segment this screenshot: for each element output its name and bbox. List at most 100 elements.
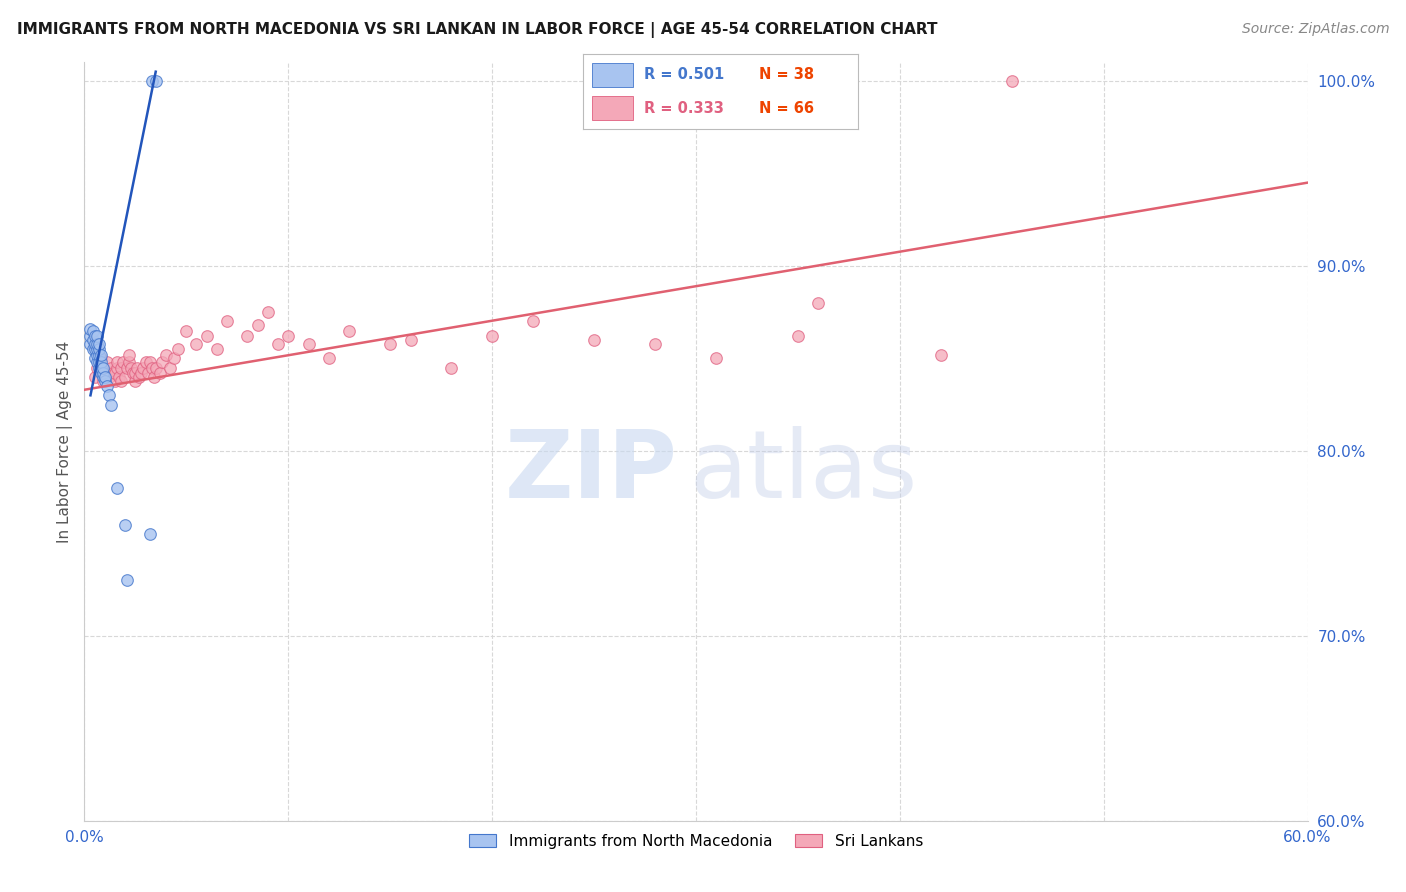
Text: Source: ZipAtlas.com: Source: ZipAtlas.com [1241, 22, 1389, 37]
Point [101, 366, 124, 380]
Point [399, 333, 422, 347]
Point [122, 366, 145, 380]
Point [83, 351, 105, 366]
Point [132, 360, 155, 375]
Point [217, 314, 239, 328]
Point [440, 360, 463, 375]
Point [167, 342, 190, 356]
Point [90, 351, 112, 366]
Point [787, 329, 810, 343]
Point [93, 374, 115, 388]
Point [86, 355, 108, 369]
Point [86, 329, 108, 343]
Point [277, 329, 299, 343]
Point [90, 348, 112, 362]
Point [522, 314, 544, 328]
Point [115, 573, 138, 587]
Point [87, 355, 110, 369]
Point [112, 355, 135, 369]
Point [138, 527, 160, 541]
Point [128, 369, 150, 384]
Point [339, 324, 361, 338]
Point [136, 366, 159, 380]
Point [96, 379, 118, 393]
Point [105, 360, 128, 375]
Point [86, 336, 108, 351]
Point [82, 342, 104, 356]
Point [118, 348, 141, 362]
Point [104, 366, 127, 380]
Point [929, 348, 952, 362]
Point [257, 305, 280, 319]
Point [96, 355, 118, 369]
Point [93, 369, 115, 384]
Point [149, 366, 172, 380]
Point [120, 360, 142, 375]
Point [318, 351, 340, 366]
Point [127, 360, 149, 375]
Point [90, 366, 112, 380]
Point [159, 360, 181, 375]
Point [91, 369, 114, 384]
Point [267, 336, 290, 351]
Point [87, 336, 110, 351]
Text: ZIP: ZIP [505, 425, 678, 518]
Point [155, 348, 177, 362]
Point [83, 336, 105, 351]
Point [150, 355, 173, 369]
Bar [592, 96, 633, 120]
Point [1001, 74, 1024, 88]
Point [79, 322, 101, 336]
Point [115, 360, 138, 375]
Point [141, 74, 163, 88]
Point [706, 351, 728, 366]
Point [83, 329, 105, 343]
Point [83, 342, 105, 356]
Point [86, 348, 108, 362]
Point [91, 374, 114, 388]
Text: R = 0.333: R = 0.333 [644, 101, 724, 116]
Point [97, 388, 120, 402]
Point [90, 355, 112, 369]
Point [807, 296, 830, 310]
Point [79, 329, 101, 343]
Point [97, 369, 120, 384]
Text: atlas: atlas [690, 425, 918, 518]
Point [79, 336, 101, 351]
Point [205, 342, 228, 356]
Point [87, 360, 110, 375]
Point [142, 369, 165, 384]
Point [105, 481, 128, 495]
Point [481, 329, 503, 343]
Point [246, 318, 269, 332]
Point [110, 374, 132, 388]
Point [83, 369, 105, 384]
Point [135, 355, 157, 369]
Point [380, 336, 402, 351]
Point [91, 366, 114, 380]
Bar [592, 62, 633, 87]
Text: R = 0.501: R = 0.501 [644, 67, 724, 82]
Point [87, 348, 110, 362]
Point [583, 333, 606, 347]
Text: N = 66: N = 66 [759, 101, 814, 116]
Point [114, 517, 136, 532]
Point [87, 342, 110, 356]
Point [145, 74, 167, 88]
Point [124, 374, 146, 388]
Point [100, 398, 122, 412]
Point [91, 360, 114, 375]
Point [114, 369, 136, 384]
Point [644, 336, 666, 351]
Point [174, 324, 197, 338]
Point [186, 336, 208, 351]
Point [100, 360, 122, 375]
Point [131, 366, 153, 380]
Point [86, 360, 108, 375]
Text: IMMIGRANTS FROM NORTH MACEDONIA VS SRI LANKAN IN LABOR FORCE | AGE 45-54 CORRELA: IMMIGRANTS FROM NORTH MACEDONIA VS SRI L… [17, 22, 938, 38]
Text: N = 38: N = 38 [759, 67, 814, 82]
Point [105, 355, 128, 369]
Point [141, 360, 163, 375]
Point [236, 329, 259, 343]
Point [124, 366, 146, 380]
